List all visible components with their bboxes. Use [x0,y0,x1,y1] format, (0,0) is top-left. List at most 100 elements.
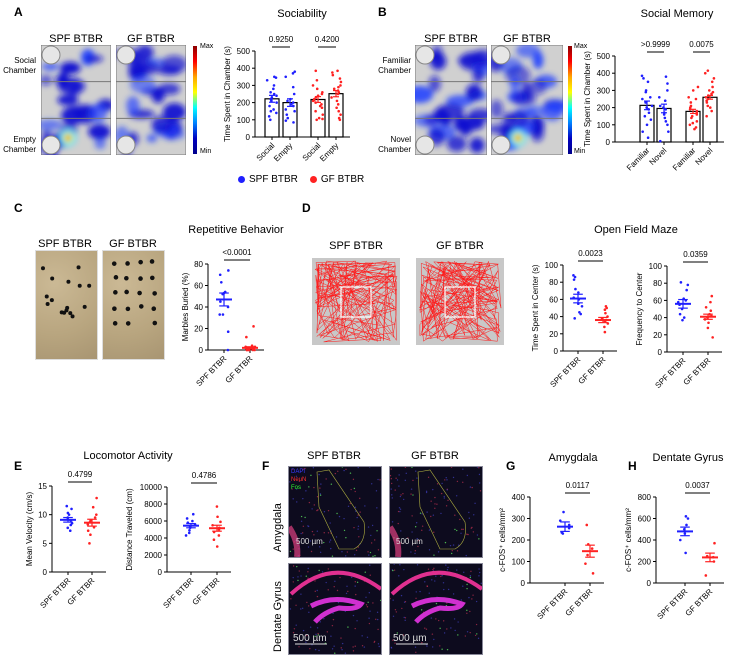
heat-blob [94,136,106,150]
cell-signal [307,571,309,573]
y-tick-label: 0 [606,138,611,147]
cell-signal [356,581,359,584]
cell-signal [341,551,343,553]
cell-signal [368,617,370,619]
data-point [694,97,698,101]
data-point [272,108,275,111]
cell-signal [442,620,445,622]
cell-signal [395,611,398,613]
cell-signal [412,479,414,482]
cell-signal [397,522,399,525]
cell-signal [456,480,459,483]
cell-signal [300,532,302,535]
data-point [572,274,575,277]
cell-signal [411,467,413,469]
chart-title-amygdala: Amygdala [548,452,598,464]
cell-signal [474,634,477,637]
y-tick-label: 100 [649,262,663,271]
x-tick-label: GF BTBR [564,587,595,618]
y-tick-label: 100 [512,558,526,567]
cup-icon [41,45,61,65]
cell-signal [403,601,406,603]
cell-signal [436,503,438,505]
cell-signal [403,568,405,571]
marble [49,298,54,303]
data-point [657,95,661,99]
y-tick-label: 200 [512,536,526,545]
cell-signal [435,618,437,620]
heat-blob [472,67,485,84]
cell-signal [402,634,405,636]
cell-signal [347,626,349,628]
data-point [317,116,321,120]
cell-signal [316,530,319,532]
y-tick-label: 40 [194,303,203,312]
cell-signal [377,643,380,645]
cell-signal [440,575,442,578]
data-point [643,114,647,118]
cell-signal [376,507,378,509]
data-point [284,75,288,79]
data-point [685,523,688,527]
y-axis-label: c-FOS⁺ cells/mm² [624,508,633,572]
heat-blob [432,45,443,62]
scale-bar-dg-gf: 500 µm [393,633,427,644]
data-point [314,69,318,73]
cell-signal [300,515,303,518]
cell-signal [421,641,423,644]
cell-signal [369,564,371,566]
data-point [88,542,91,545]
cell-signal [353,526,355,529]
row-label-social: Social Chamber [3,56,36,75]
cell-signal [341,467,343,468]
data-point [711,90,715,94]
colorbar [193,46,197,154]
cell-signal [410,493,412,495]
cell-signal [370,534,372,537]
cell-signal [454,629,456,632]
cell-signal [440,512,442,515]
cell-signal [431,646,434,648]
cell-signal [446,648,449,651]
cell-signal [341,642,344,645]
cell-signal [452,593,455,595]
chart-h: 0 200 400 600 800 c-FOS⁺ cells/mm² SPF BTBRGF … [624,481,724,621]
data-point [711,336,714,339]
p-value: >0.9999 [641,40,671,49]
cell-signal [371,524,374,527]
heat-blob [428,75,441,92]
marble [125,306,131,312]
cell-signal [453,618,456,620]
y-tick-label: 80 [194,260,203,269]
cell-signal [440,492,443,495]
cell-signal [468,596,470,599]
cell-signal [456,569,458,571]
cell-signal [390,474,392,477]
chart-g: 0 100 200 300 400 c-FOS⁺ cells/mm² SPF BTBRGF … [498,481,604,621]
cell-signal [430,617,433,619]
x-tick-label: GF BTBR [224,354,255,385]
cell-signal [379,479,381,481]
row-label-familiar: Familiar Chamber [378,56,411,75]
data-point [603,330,607,334]
cell-signal [352,646,354,648]
cell-signal [307,577,309,579]
data-point [706,69,710,72]
cell-signal [354,581,357,583]
data-point [667,130,670,133]
cell-signal [306,634,308,637]
data-point [688,123,692,127]
data-point [685,288,688,292]
cell-signal [469,576,472,579]
cell-signal [325,581,327,584]
cell-signal [392,599,394,601]
cell-signal [318,649,320,652]
data-point [321,90,324,94]
data-point [336,103,340,106]
cell-signal [292,581,295,583]
x-tick-label: SPF BTBR [194,354,228,388]
cell-signal [311,530,314,533]
data-point [604,311,607,315]
cell-signal [333,645,335,647]
data-point [645,123,649,127]
